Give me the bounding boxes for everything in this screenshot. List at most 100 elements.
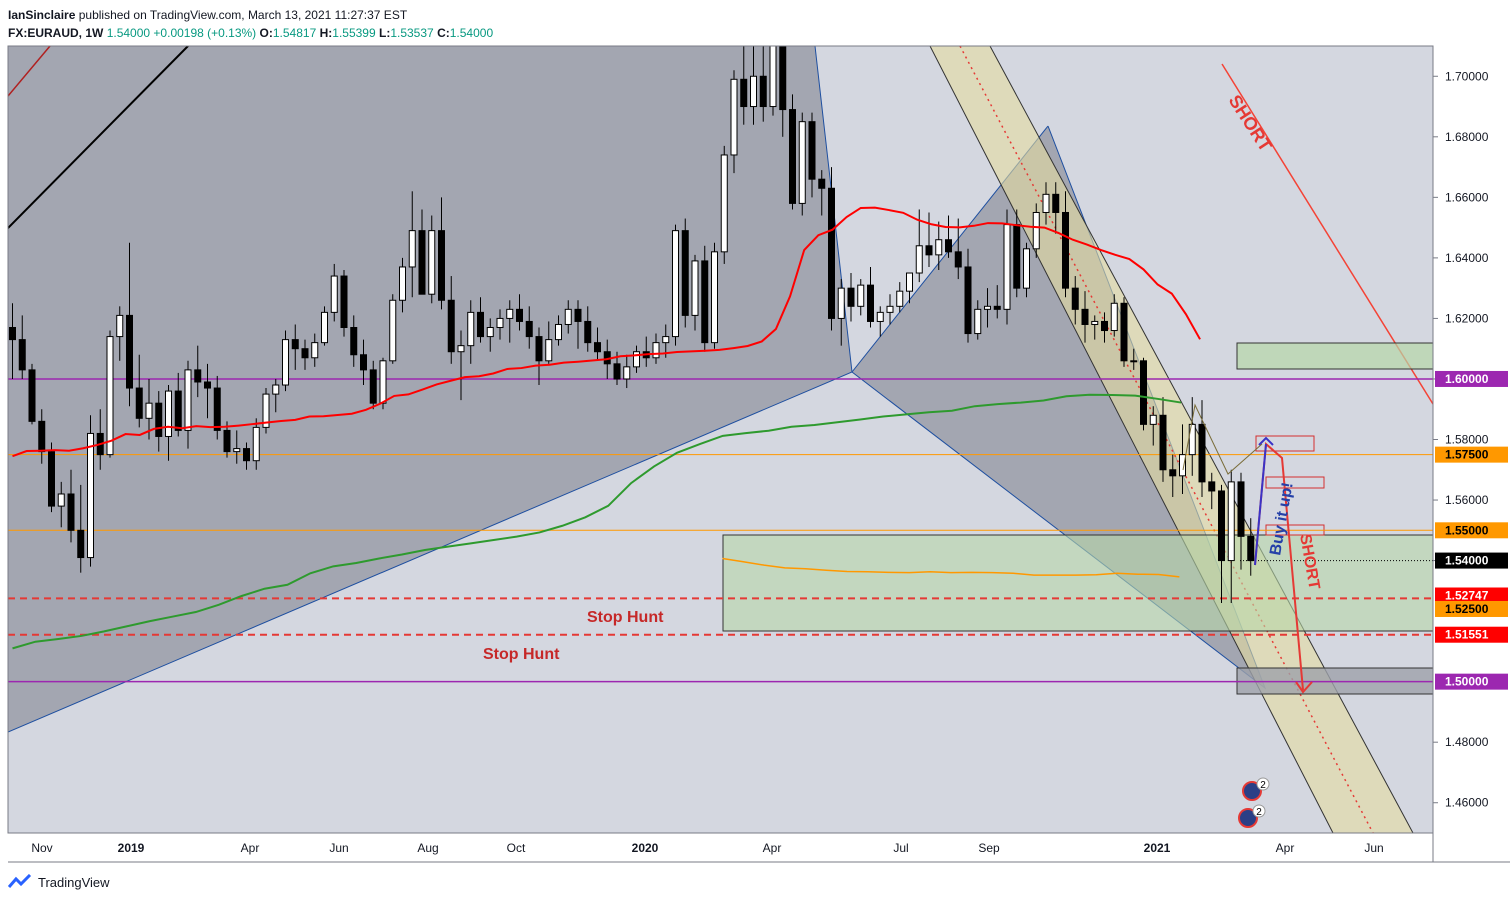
price-label-value: 1.60000 [1445,372,1489,386]
candle-bear [584,320,592,344]
candle-bull [457,345,465,353]
pattern-left-triangle [8,46,852,732]
x-tick-label: Apr [241,841,260,855]
candle-bull [564,308,572,325]
candle-bear [174,390,182,431]
price-label-value: 1.55000 [1445,523,1489,537]
candle-bear [18,339,26,371]
candle-bull [486,327,494,338]
candle-bear [681,230,689,316]
x-tick-label: Nov [31,841,52,855]
supply-zone [1236,342,1433,370]
candle-bull [974,308,982,335]
open-value: 1.54817 [272,26,317,40]
candle-bear [516,308,523,322]
author-name[interactable]: IanSinclaire [8,8,76,22]
ohlc-line: FX:EURAUD, 1W 1.54000 +0.00198 (+0.13%) … [8,24,493,42]
x-tick-label: Apr [763,841,782,855]
candle-bear [1208,481,1216,492]
last-price: 1.54000 [106,26,151,40]
candle-bear [828,187,835,319]
candle-bear [535,336,543,362]
price-label-box [1435,626,1508,643]
candle-bull [379,360,387,404]
candle-bull [321,311,328,344]
y-tick-label: 1.56000 [1445,493,1489,507]
demand-zone [722,534,1433,632]
candle-bear [38,420,46,453]
x-tick-label: 2020 [632,841,659,855]
y-tick-label: 1.46000 [1445,796,1489,810]
x-tick-label: Jun [1364,841,1383,855]
event-badge-count: 2 [1260,780,1266,791]
candle-bear [126,314,133,389]
footer: TradingView [8,874,110,890]
candle-bull [857,284,865,307]
open-label: O: [259,26,273,40]
annotation-stop-hunt-1: Stop Hunt [587,609,664,626]
candle-bull [330,275,338,313]
candle-bear [67,493,75,531]
candle-bear [1101,320,1108,332]
arrow-head [1295,681,1313,694]
candle-bull [633,351,640,368]
candle-bull [1091,320,1099,325]
annotation-stop-hunt-2: Stop Hunt [483,646,560,663]
candle-bear [954,251,962,268]
high-label: H: [319,26,333,40]
candle-bull [87,432,94,559]
candle-bear [1198,423,1206,483]
candle-bull [408,230,416,268]
candle-bear [1013,224,1021,289]
tradingview-logo-icon[interactable] [8,874,32,890]
candle-bull [272,384,280,395]
price-change: +0.00198 (+0.13%) [153,26,257,40]
candle-bull [467,311,475,347]
candle-bear [135,387,143,419]
candle-bear [1247,535,1255,562]
candle-bear [945,239,952,253]
candle-bull [145,402,153,419]
candle-bear [9,327,16,341]
candle-bull [1149,414,1157,425]
tradingview-brand[interactable]: TradingView [38,874,110,890]
candle-bear [594,342,601,353]
x-tick-label: Aug [417,841,438,855]
candle-bear [789,109,796,204]
price-label-value: 1.54000 [1445,554,1489,568]
candle-bull [389,299,397,362]
candle-bull [769,46,777,108]
publish-info: published on TradingView.com, March 13, … [78,8,408,22]
candle-bear [369,369,377,404]
candle-bear [350,327,358,356]
candle-bear [477,311,484,338]
candle-bull [837,287,845,319]
event-badge-count-bg [1256,777,1270,791]
candle-bull [730,78,738,156]
candle-bear [194,369,202,383]
candle-bull [57,493,65,507]
x-tick-label: 2019 [118,841,145,855]
candle-bear [818,178,826,189]
candle-bear [759,75,767,108]
candle-bear [1081,308,1089,325]
price-label-value: 1.57500 [1445,448,1489,462]
candle-bull [1042,193,1050,213]
candle-bull [184,369,192,431]
candle-bull [672,230,679,338]
arrow-head-buy [1258,436,1274,446]
candle-bull [915,245,923,274]
trend-line-corner [8,46,51,97]
candle-bear [964,266,972,335]
price-label-box [1435,587,1508,604]
symbol-label[interactable]: FX:EURAUD, 1W [8,26,104,40]
candle-bull [1003,224,1011,310]
price-label-value: 1.51551 [1445,628,1489,642]
candle-bear [340,275,348,329]
low-label: L: [379,26,391,40]
candle-bull [896,290,904,307]
event-badge-icon [1238,808,1258,828]
x-tick-label: 2021 [1144,841,1171,855]
price-label-box [1435,600,1508,617]
